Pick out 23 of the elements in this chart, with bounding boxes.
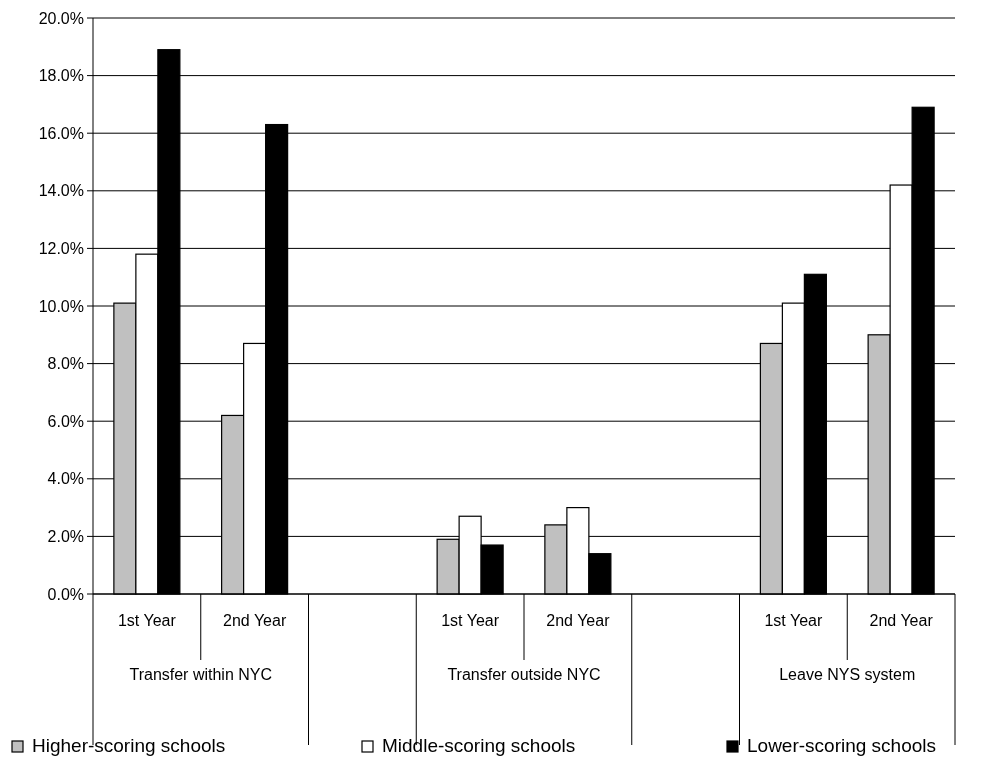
x-tick-label: 2nd Year xyxy=(869,612,934,629)
y-tick-label: 6.0% xyxy=(47,412,84,430)
x-tick-label: 1st Year xyxy=(764,612,823,629)
legend-label: Higher-scoring schools xyxy=(32,735,226,756)
legend-label: Middle-scoring schools xyxy=(382,735,576,756)
x-tick-label: 2nd Year xyxy=(223,612,287,629)
text: Leave NYS system xyxy=(779,666,916,683)
y-tick-label: 16.0% xyxy=(38,124,84,142)
text: Transfer outside NYC xyxy=(447,666,601,683)
y-tick-label: 20.0% xyxy=(38,9,84,27)
x-tick-label: 1st Year xyxy=(441,612,500,629)
x-tick-label: 1st Year xyxy=(117,612,177,629)
y-tick-label: 18.0% xyxy=(38,67,84,85)
y-tick-label: 14.0% xyxy=(38,182,84,200)
legend-label: Lower-scoring schools xyxy=(747,735,937,756)
y-tick-label: 0.0% xyxy=(47,585,84,603)
y-tick-label: 8.0% xyxy=(47,355,84,373)
y-tick-label: 10.0% xyxy=(38,297,84,315)
x-tick-label: 2nd Year xyxy=(546,612,611,629)
y-tick-label: 4.0% xyxy=(47,470,84,488)
y-tick-label: 2.0% xyxy=(47,528,84,545)
text: Transfer within NYC xyxy=(129,666,273,683)
y-tick-label: 12.0% xyxy=(38,240,84,257)
